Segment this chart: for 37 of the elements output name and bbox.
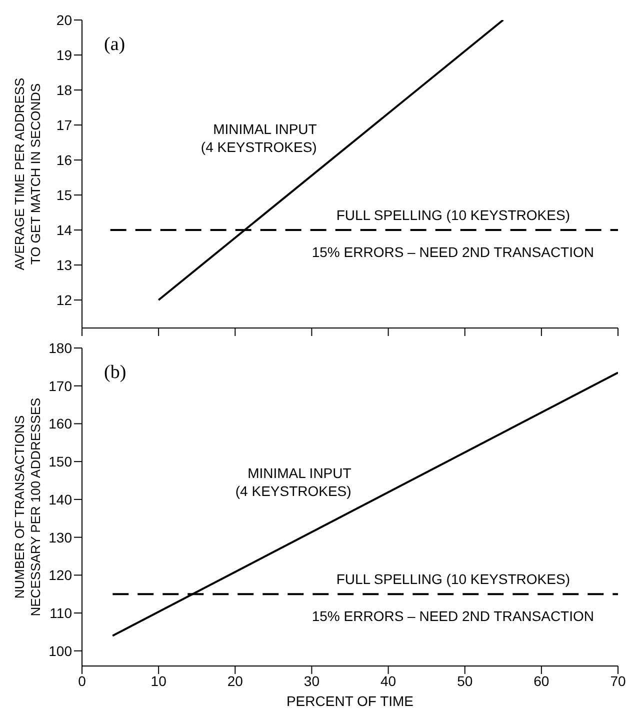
y-tick-label: 130 [48,529,72,546]
y-tick-label: 140 [48,491,72,508]
x-tick-label: 60 [534,672,550,689]
x-tick-label: 0 [78,672,86,689]
annotation: 15% ERRORS – NEED 2ND TRANSACTION [312,608,594,624]
y-tick-label: 19 [56,46,72,63]
y-tick-label: 13 [56,256,72,273]
series-label: MINIMAL INPUT (4 KEYSTROKES) [200,121,318,155]
x-tick-label: 70 [610,672,626,689]
y-tick-label: 20 [56,12,72,28]
series-label: FULL SPELLING (10 KEYSTROKES) [336,571,570,588]
x-tick-label: 20 [227,672,244,689]
y-tick-label: 17 [56,116,72,133]
text: (a) [104,34,126,55]
y-tick-label: 160 [48,416,72,432]
text: (b) [104,362,126,383]
y-tick-label: 180 [48,340,72,356]
y-tick-label: 18 [56,82,72,98]
annotation: 15% ERRORS – NEED 2ND TRANSACTION [312,244,594,260]
y-tick-label: 170 [48,378,72,394]
x-tick-label: 10 [150,672,167,689]
y-tick-label: 150 [48,454,72,470]
y-tick-label: 110 [50,604,72,621]
x-tick-label: 30 [304,672,320,689]
x-tick-label: 40 [380,672,396,689]
y-tick-label: 15 [56,186,72,203]
y-axis-title: NUMBER OF TRANSACTIONS NECESSARY PER 100 ADDRESSES [12,397,43,616]
y-tick-label: 12 [56,292,72,308]
x-tick-label: 50 [457,672,473,689]
y-tick-label: 16 [56,152,72,168]
y-tick-label: 100 [48,642,72,659]
y-tick-label: 120 [48,567,72,584]
x-axis-title: PERCENT OF TIME [286,693,414,709]
y-axis-title: AVERAGE TIME PER ADDRESS TO GET MATCH IN SECONDS [12,77,43,270]
series-label: MINIMAL INPUT (4 KEYSTROKES) [235,465,352,500]
series-label: FULL SPELLING (10 KEYSTROKES) [336,207,570,223]
y-tick-label: 14 [56,222,72,238]
